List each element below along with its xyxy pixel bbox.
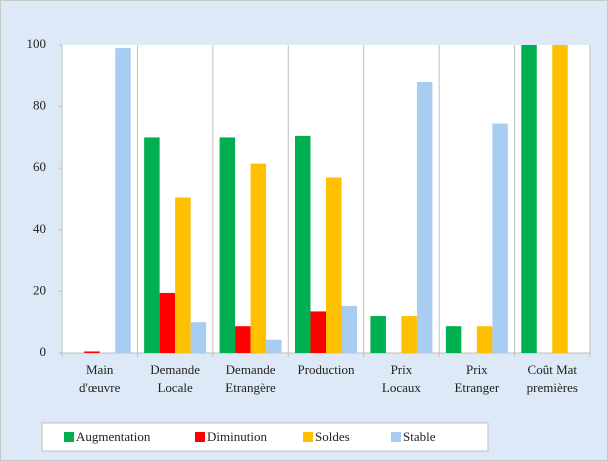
x-tick-label: Etranger [454, 380, 499, 395]
y-tick-label: 20 [33, 282, 46, 297]
legend-swatch [64, 432, 74, 442]
bar [235, 326, 251, 353]
x-tick-label: Production [297, 362, 355, 377]
bar [115, 48, 131, 354]
legend-swatch [195, 432, 205, 442]
x-tick-label: Coût Mat [528, 362, 578, 377]
bar [250, 163, 267, 353]
x-tick-label: Prix [466, 362, 488, 377]
bar [552, 45, 568, 353]
x-tick-label: Etrangère [225, 380, 276, 395]
x-tick-label: d'œuvre [79, 380, 121, 395]
x-tick-label: Locale [157, 380, 193, 395]
bar [310, 311, 326, 353]
bar [84, 351, 100, 353]
bar [159, 292, 176, 353]
x-tick-label: Demande [226, 362, 276, 377]
legend-label: Soldes [315, 429, 350, 444]
bar [144, 137, 160, 353]
y-tick-label: 40 [33, 221, 46, 236]
legend-box [41, 422, 489, 452]
legend-label: Stable [403, 429, 436, 444]
x-tick-label: Prix [391, 362, 413, 377]
bar [521, 45, 537, 353]
bar [295, 135, 311, 353]
legend-label: Diminution [207, 429, 267, 444]
x-tick-label: premières [527, 380, 578, 395]
bar [341, 305, 357, 353]
bar [492, 123, 508, 353]
y-tick-label: 100 [27, 36, 47, 51]
y-tick-label: 60 [33, 159, 46, 174]
legend-swatch [391, 432, 401, 442]
bar [476, 326, 493, 353]
bar [266, 339, 282, 353]
x-tick-label: Demande [150, 362, 200, 377]
bar [401, 316, 417, 353]
x-tick-label: Locaux [382, 380, 421, 395]
bar [416, 81, 433, 354]
bar [370, 316, 386, 353]
legend-swatch [303, 432, 313, 442]
bar [190, 322, 207, 353]
bar [445, 326, 462, 353]
legend-label: Augmentation [76, 429, 151, 444]
bar [326, 177, 342, 353]
y-tick-label: 80 [33, 98, 46, 113]
y-tick-label: 0 [40, 344, 47, 359]
bar [219, 137, 236, 353]
bar [175, 197, 191, 353]
x-tick-label: Main [86, 362, 114, 377]
